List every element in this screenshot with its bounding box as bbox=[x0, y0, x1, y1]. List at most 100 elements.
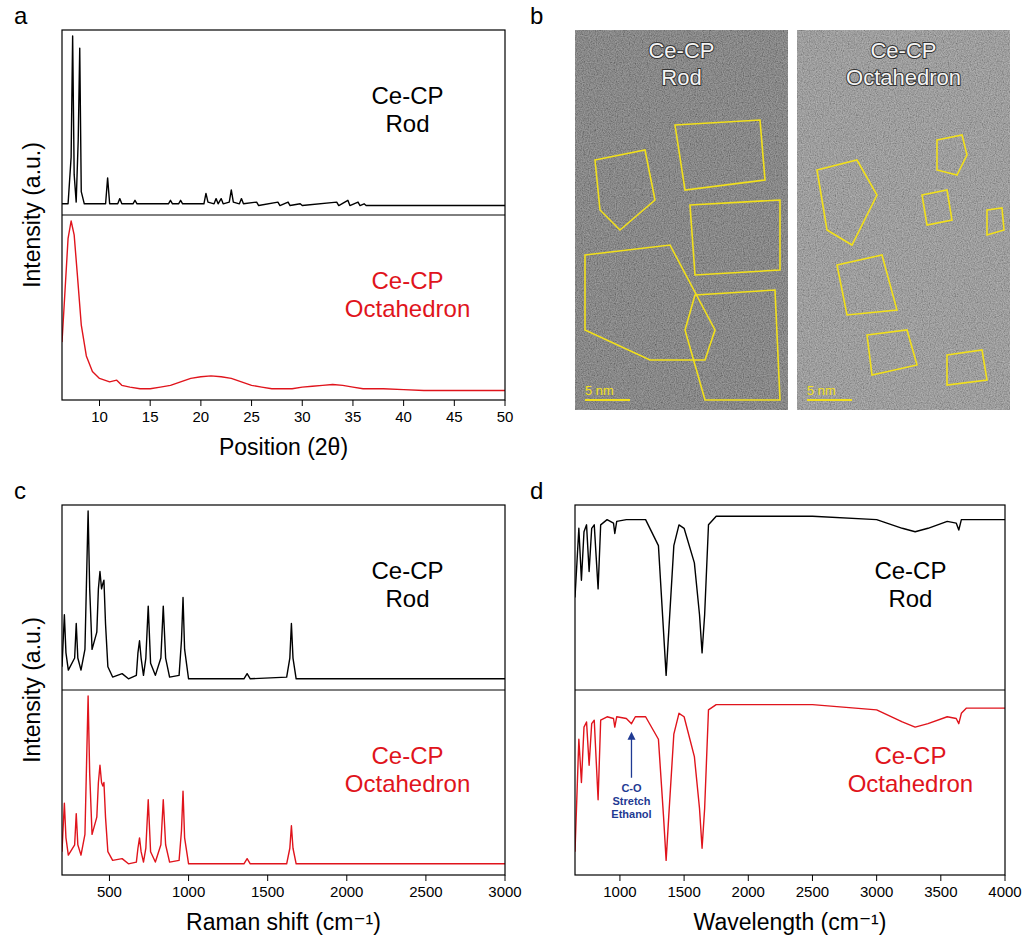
series-label: Ce-CPOctahedron bbox=[345, 267, 470, 322]
spectrum-line bbox=[575, 705, 1005, 861]
x-tick-label: 500 bbox=[97, 883, 122, 900]
spectrum-line bbox=[62, 221, 505, 391]
x-tick-label: 1000 bbox=[603, 883, 636, 900]
region-outline bbox=[817, 160, 877, 245]
scale-bar-label: 5 nm bbox=[585, 383, 614, 398]
band-divider bbox=[62, 215, 505, 216]
x-tick-label: 4000 bbox=[988, 883, 1021, 900]
series-label: Ce-CPRod bbox=[372, 557, 444, 612]
plot-frame bbox=[575, 505, 1005, 875]
text-line: Rod bbox=[661, 65, 701, 90]
x-tick-label: 45 bbox=[446, 408, 463, 425]
x-tick bbox=[505, 875, 506, 881]
x-tick bbox=[425, 875, 426, 881]
region-outline bbox=[837, 255, 897, 315]
x-tick bbox=[150, 400, 151, 406]
text-line: Octahedron bbox=[848, 770, 973, 797]
x-tick bbox=[812, 875, 813, 881]
x-tick-label: 2000 bbox=[732, 883, 765, 900]
x-tick bbox=[876, 875, 877, 881]
spectrum-line bbox=[62, 696, 505, 864]
text-line: Ethanol bbox=[611, 808, 651, 820]
spectrum-line bbox=[575, 516, 1005, 675]
x-tick-label: 30 bbox=[294, 408, 311, 425]
band-divider bbox=[62, 690, 505, 691]
x-tick-label: 2000 bbox=[330, 883, 363, 900]
x-tick-label: 20 bbox=[193, 408, 210, 425]
text-line: Octahedron bbox=[846, 65, 961, 90]
x-tick bbox=[200, 400, 201, 406]
region-outline bbox=[867, 330, 917, 375]
x-tick bbox=[352, 400, 353, 406]
annotation-arrow bbox=[631, 738, 632, 778]
plot-frame bbox=[62, 505, 505, 875]
x-tick-label: 2500 bbox=[796, 883, 829, 900]
x-tick-label: 25 bbox=[243, 408, 260, 425]
figure: aCe-CPRodCe-CPOctahedron1015202530354045… bbox=[0, 0, 1035, 951]
x-tick bbox=[748, 875, 749, 881]
tem-image: Ce-CPOctahedron5 nm bbox=[797, 30, 1010, 410]
x-axis-title: Raman shift (cm⁻¹) bbox=[186, 909, 381, 935]
text-line: Stretch bbox=[613, 795, 651, 807]
y-axis-title: Intensity (a.u.) bbox=[19, 142, 45, 288]
image-title: Ce-CPOctahedron bbox=[846, 38, 961, 90]
text-line: Ce-CP bbox=[874, 557, 946, 584]
series-group bbox=[575, 705, 1005, 861]
x-tick-label: 40 bbox=[395, 408, 412, 425]
text-line: Rod bbox=[386, 110, 430, 137]
series-group bbox=[62, 36, 505, 206]
series-group bbox=[62, 511, 505, 679]
x-tick bbox=[505, 400, 506, 406]
plot-frame bbox=[62, 30, 505, 400]
band-divider bbox=[575, 690, 1005, 691]
text-line: Ce-CP bbox=[372, 82, 444, 109]
spectrum-line bbox=[62, 511, 505, 679]
x-tick bbox=[188, 875, 189, 881]
image-background bbox=[797, 30, 1010, 410]
region-outline bbox=[595, 150, 655, 230]
series-label: Ce-CPRod bbox=[874, 557, 946, 612]
x-tick bbox=[267, 875, 268, 881]
x-tick bbox=[251, 400, 252, 406]
panel-label: c bbox=[14, 477, 26, 504]
spectrum-line bbox=[62, 36, 505, 206]
region-outline bbox=[585, 245, 715, 360]
panel-c: cCe-CPRodCe-CPOctahedron5001000150020002… bbox=[14, 477, 522, 935]
x-tick-label: 1000 bbox=[172, 883, 205, 900]
x-tick bbox=[454, 400, 455, 406]
tem-image: Ce-CPRod 5 nm bbox=[575, 30, 788, 410]
annotation: C-OStretchEthanol bbox=[611, 782, 651, 820]
image-title: Ce-CPRod bbox=[648, 38, 714, 90]
x-tick bbox=[619, 875, 620, 881]
x-axis-title: Wavelength (cm⁻¹) bbox=[694, 909, 887, 935]
image-texture bbox=[797, 30, 1010, 410]
scale-bar bbox=[585, 399, 630, 401]
region-outline bbox=[937, 135, 967, 175]
text-line: Ce-CP bbox=[372, 267, 444, 294]
x-tick-label: 35 bbox=[345, 408, 362, 425]
text-line: Ce-CP bbox=[874, 742, 946, 769]
y-axis-title: Intensity (a.u.) bbox=[19, 617, 45, 763]
scale-bar bbox=[807, 399, 852, 401]
series-group bbox=[62, 221, 505, 391]
region-outline bbox=[947, 350, 987, 385]
text-line: Ce-CP bbox=[870, 38, 936, 63]
text-line: Octahedron bbox=[345, 295, 470, 322]
x-tick bbox=[302, 400, 303, 406]
region-outline bbox=[675, 120, 765, 190]
x-tick-label: 50 bbox=[497, 408, 514, 425]
x-tick-label: 1500 bbox=[251, 883, 284, 900]
series-label: Ce-CPOctahedron bbox=[345, 742, 470, 797]
image-background bbox=[575, 30, 788, 410]
x-axis-title: Position (2θ) bbox=[219, 434, 348, 460]
annotation-arrowhead bbox=[627, 732, 635, 740]
image-texture bbox=[575, 30, 788, 410]
panel-a: aCe-CPRodCe-CPOctahedron1015202530354045… bbox=[14, 2, 513, 460]
x-tick-label: 10 bbox=[91, 408, 108, 425]
x-tick bbox=[1005, 875, 1006, 881]
x-tick bbox=[99, 400, 100, 406]
x-tick bbox=[403, 400, 404, 406]
x-tick-label: 15 bbox=[142, 408, 159, 425]
x-tick-label: 3000 bbox=[488, 883, 521, 900]
series-label: Ce-CPOctahedron bbox=[848, 742, 973, 797]
